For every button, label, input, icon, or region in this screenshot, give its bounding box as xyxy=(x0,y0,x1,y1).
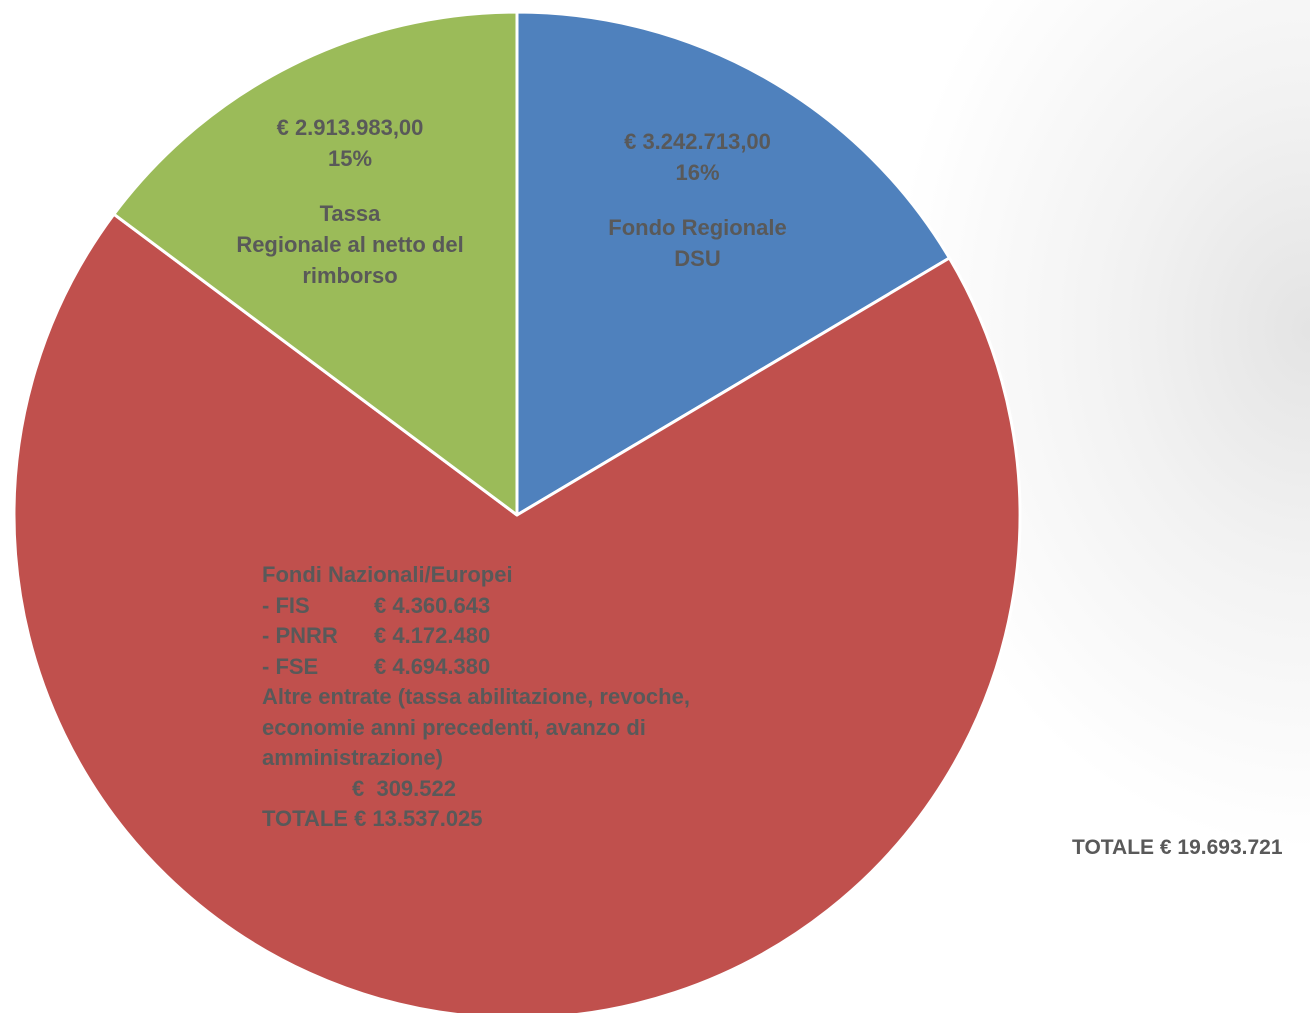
slice-name-line: Regionale al netto del xyxy=(236,232,464,257)
altre-entrate-line: Altre entrate (tassa abilitazione, revoc… xyxy=(262,684,690,709)
fondi-item-amount: € 4.694.380 xyxy=(374,653,491,679)
altre-entrate-line: amministrazione) xyxy=(262,745,443,770)
fondi-item: - FIS € 4.360.643 xyxy=(262,591,862,622)
fondi-item: - FSE € 4.694.380 xyxy=(262,652,862,683)
fondi-item-amount: € 4.360.643 xyxy=(374,592,491,618)
fondi-item-code: - PNRR xyxy=(262,623,338,648)
pie-slice-fondo-regionale xyxy=(515,10,951,517)
slice-name-line: rimborso xyxy=(302,263,398,288)
pie-slice-fondi-nazionali xyxy=(12,212,1022,1013)
slice-name-line: DSU xyxy=(674,246,721,271)
slice-label-tassa-regionale: € 2.913.983,00 15% Tassa Regionale al ne… xyxy=(195,112,505,291)
grand-total-label: TOTALE € 19.693.721 xyxy=(1072,836,1283,859)
altre-entrate-line: economie anni precedenti, avanzo di xyxy=(262,714,646,740)
slice-amount-label: € 2.913.983,00 xyxy=(276,115,424,140)
altre-entrate-amount: € 309.522 xyxy=(352,775,456,801)
slice-percent-label: 16% xyxy=(675,160,720,185)
fondi-total: TOTALE € 13.537.025 xyxy=(262,806,483,831)
fondi-item-code: - FSE xyxy=(262,653,319,679)
slice-name-line: Tassa xyxy=(319,201,381,226)
slice-name-line: Fondo Regionale xyxy=(608,215,787,240)
fondi-item-amount: € 4.172.480 xyxy=(374,623,491,648)
fondi-title: Fondi Nazionali/Europei xyxy=(262,562,513,587)
slice-amount-label: € 3.242.713,00 xyxy=(624,129,771,154)
slice-label-fondo-regionale: € 3.242.713,00 16% Fondo Regionale DSU xyxy=(560,126,835,274)
slice-percent-label: 15% xyxy=(327,146,373,171)
fondi-item: - PNRR € 4.172.480 xyxy=(262,621,862,652)
pie-slice-tassa-regionale xyxy=(112,10,519,517)
fondi-item-code: - FIS xyxy=(262,592,310,618)
slice-label-fondi-nazionali: Fondi Nazionali/Europei - FIS € 4.360.643… xyxy=(262,560,862,835)
